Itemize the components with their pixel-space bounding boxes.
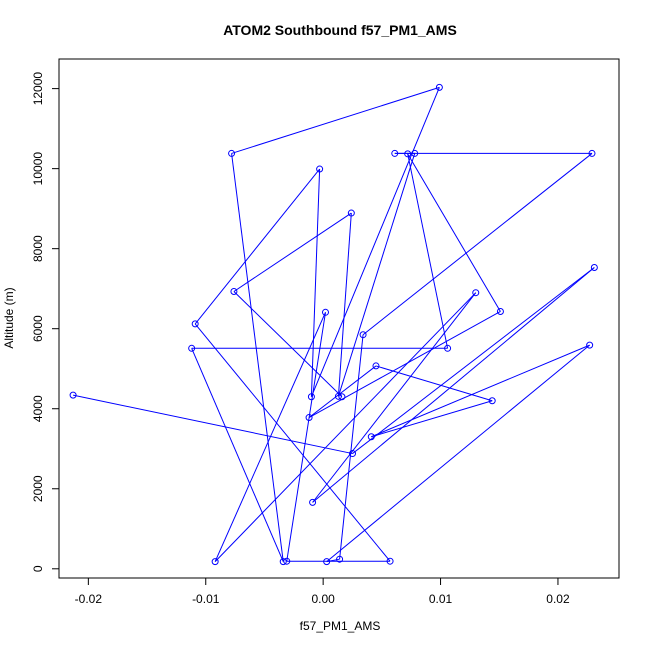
data-point xyxy=(347,209,355,217)
data-point xyxy=(435,83,443,91)
data-point xyxy=(309,498,317,506)
y-tick-label: 4000 xyxy=(31,395,45,422)
series-segment xyxy=(231,153,284,562)
data-point xyxy=(404,150,412,158)
x-tick-label: 0.01 xyxy=(429,592,453,606)
data-point xyxy=(588,149,596,157)
series-segment xyxy=(286,312,326,562)
series-segment xyxy=(312,267,595,503)
series-segment xyxy=(308,365,377,418)
data-point xyxy=(279,558,287,566)
series-segment xyxy=(339,334,364,560)
series-segment xyxy=(362,153,593,336)
series-segment xyxy=(326,344,590,562)
series-segment xyxy=(231,86,440,154)
data-point xyxy=(488,397,496,405)
data-point xyxy=(336,555,344,563)
series-segment xyxy=(371,400,493,438)
data-point xyxy=(472,289,480,297)
data-point xyxy=(411,149,419,157)
chart-title: ATOM2 Southbound f57_PM1_AMS xyxy=(223,22,457,38)
y-tick-label: 10000 xyxy=(31,152,45,186)
data-point xyxy=(323,558,331,566)
series-segment xyxy=(312,292,477,503)
data-point xyxy=(316,165,324,173)
data-point xyxy=(372,362,380,370)
data-point xyxy=(191,320,199,328)
data-point xyxy=(307,393,315,401)
series-segment xyxy=(72,394,353,455)
series-segment xyxy=(375,365,493,402)
data-point xyxy=(349,450,357,458)
data-point xyxy=(69,391,77,399)
y-tick-label: 2000 xyxy=(31,475,45,502)
series-points xyxy=(69,83,598,566)
x-axis: -0.02 -0.01 0.00 0.01 0.02 xyxy=(75,577,570,606)
y-axis: 0 2000 4000 6000 8000 10000 12000 xyxy=(31,72,60,572)
data-point xyxy=(444,344,452,352)
data-point xyxy=(334,392,342,400)
series-segment xyxy=(352,267,595,454)
x-axis-label: f57_PM1_AMS xyxy=(300,619,381,633)
series-lines xyxy=(72,86,595,563)
data-point xyxy=(590,263,598,271)
series-segment xyxy=(233,212,352,292)
y-tick-label: 0 xyxy=(31,565,45,572)
series-segment xyxy=(407,153,449,349)
data-point xyxy=(230,287,238,295)
data-point xyxy=(211,558,219,566)
y-tick-label: 6000 xyxy=(31,315,45,342)
series-segment xyxy=(310,169,321,397)
data-point xyxy=(386,557,394,565)
series-segment xyxy=(337,213,352,397)
series-segment xyxy=(214,292,477,562)
data-point xyxy=(228,149,236,157)
series-segment xyxy=(371,344,590,438)
data-point xyxy=(338,393,346,401)
data-point xyxy=(321,308,329,316)
series-segment xyxy=(191,348,284,562)
series-segment xyxy=(326,558,340,563)
y-axis-label: Altitude (m) xyxy=(2,287,16,348)
data-point xyxy=(367,433,375,441)
data-point xyxy=(305,414,313,422)
series-segment xyxy=(214,312,326,562)
data-point xyxy=(586,341,594,349)
series-segment xyxy=(310,87,440,397)
data-point xyxy=(188,344,196,352)
data-point xyxy=(391,149,399,157)
y-tick-label: 12000 xyxy=(31,72,45,106)
series-segment xyxy=(337,153,416,397)
data-point xyxy=(496,307,504,315)
data-point xyxy=(283,557,291,565)
x-tick-label: 0.02 xyxy=(546,592,570,606)
series-segment xyxy=(407,153,501,312)
x-tick-label: -0.01 xyxy=(192,592,220,606)
y-tick-label: 8000 xyxy=(31,235,45,262)
x-tick-label: -0.02 xyxy=(75,592,103,606)
series-segment xyxy=(233,291,343,398)
series-segment xyxy=(194,323,391,562)
x-tick-label: 0.00 xyxy=(311,592,335,606)
data-point xyxy=(359,331,367,339)
series-segment xyxy=(194,168,321,325)
